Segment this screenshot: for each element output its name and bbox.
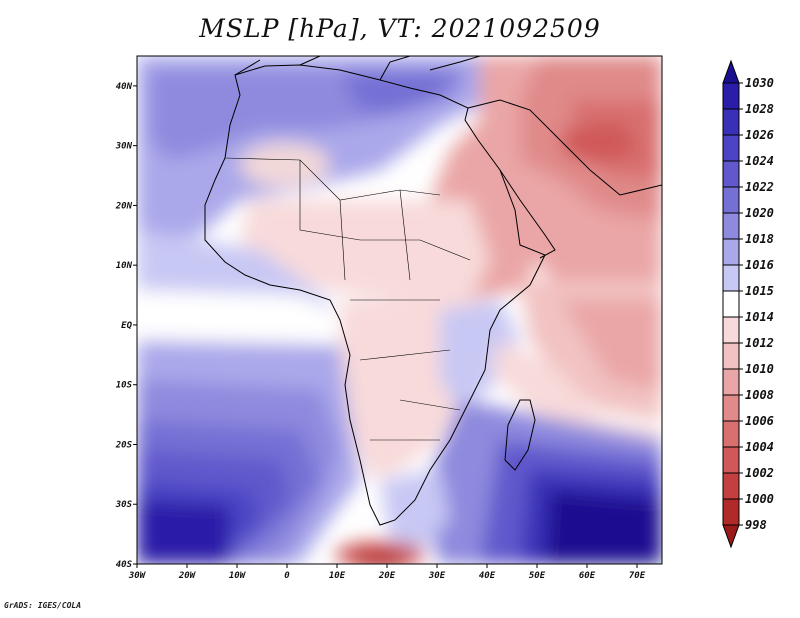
lat-tick-label: 10N <box>116 261 133 271</box>
lat-tick-label: 10S <box>116 381 133 391</box>
lon-tick-label: 20E <box>378 571 396 581</box>
lon-tick-label: 10W <box>229 571 247 581</box>
lat-tick-label: 30N <box>115 142 133 152</box>
lon-tick-label: 50E <box>529 571 546 581</box>
madagascar-coastline <box>504 399 536 471</box>
colorbar-top-arrow <box>722 59 740 84</box>
lat-tick-label: 40N <box>116 82 133 92</box>
lon-tick-label: 70E <box>629 571 646 581</box>
grads-credit: GrADS: IGES/COLA <box>4 601 82 610</box>
colorbar-bin <box>722 238 740 266</box>
lat-tick-label: 30S <box>115 500 133 510</box>
colorbar-bin <box>722 134 740 162</box>
colorbar-label: 998 <box>745 518 767 532</box>
lon-tick-label: 10E <box>329 571 346 581</box>
colorbar-bin <box>722 368 740 396</box>
colorbar-label: 1016 <box>745 258 774 272</box>
lat-tick-label: 40S <box>116 560 133 570</box>
colorbar-label: 1012 <box>745 336 774 350</box>
colorbar-label: 1008 <box>745 388 774 402</box>
colorbar-bin <box>722 160 740 188</box>
pressure-field <box>137 56 662 564</box>
longitude-axis: 30W 20W 10W 0 10E 20E 30E 40E 50E 60E 70E <box>128 564 646 581</box>
lon-tick-label: 20W <box>178 571 197 581</box>
colorbar-bin <box>722 186 740 214</box>
colorbar-bin <box>722 212 740 240</box>
lat-tick-label: 20S <box>115 440 133 450</box>
colorbar-bin <box>722 420 740 448</box>
colorbar-label: 1015 <box>745 284 774 298</box>
colorbar-bin <box>722 290 740 318</box>
lat-tick-label: EQ <box>121 321 132 331</box>
colorbar-label: 1000 <box>745 492 774 506</box>
colorbar-bin <box>722 316 740 344</box>
colorbar-bin <box>722 342 740 370</box>
colorbar-label: 1026 <box>745 128 774 142</box>
colorbar-label: 1024 <box>745 154 774 168</box>
map-title: MSLP [hPa], VT: 2021092509 <box>199 14 601 43</box>
latitude-axis: 40N 30N 20N 10N EQ 10S 20S 30S 40S <box>115 82 137 570</box>
colorbar-bin <box>722 82 740 110</box>
arabia-coastline <box>467 99 662 259</box>
colorbar-bin <box>722 394 740 422</box>
lon-tick-label: 60E <box>579 571 596 581</box>
colorbar-label: 1018 <box>745 232 774 246</box>
colorbar-label: 1030 <box>745 76 774 90</box>
colorbar-label: 1002 <box>745 466 774 480</box>
coastlines <box>204 56 662 526</box>
colorbar-label: 1010 <box>745 362 774 376</box>
colorbar-label: 1028 <box>745 102 774 116</box>
lon-tick-label: 30E <box>428 571 446 581</box>
colorbar-bin <box>722 472 740 500</box>
colorbar-bottom-arrow <box>722 524 740 549</box>
colorbar-bin <box>722 264 740 292</box>
lat-tick-label: 20N <box>115 201 133 211</box>
colorbar-label: 1022 <box>745 180 774 194</box>
mediterranean-north-coast <box>234 56 481 81</box>
lon-tick-label: 40E <box>479 571 496 581</box>
colorbar-label: 1014 <box>745 310 774 324</box>
colorbar: 1030 1028 1026 1024 1022 1020 1018 1016 1015 1014… <box>722 59 774 549</box>
lon-tick-label: 30W <box>128 571 147 581</box>
colorbar-bin <box>722 498 740 526</box>
plot-frame <box>136 55 663 565</box>
country-borders <box>224 157 471 441</box>
colorbar-label: 1004 <box>745 440 774 454</box>
colorbar-label: 1006 <box>745 414 774 428</box>
colorbar-bin <box>722 108 740 136</box>
colorbar-label: 1020 <box>745 206 774 220</box>
colorbar-bin <box>722 446 740 474</box>
lon-tick-label: 0 <box>284 571 290 581</box>
africa-coastline <box>204 64 546 526</box>
